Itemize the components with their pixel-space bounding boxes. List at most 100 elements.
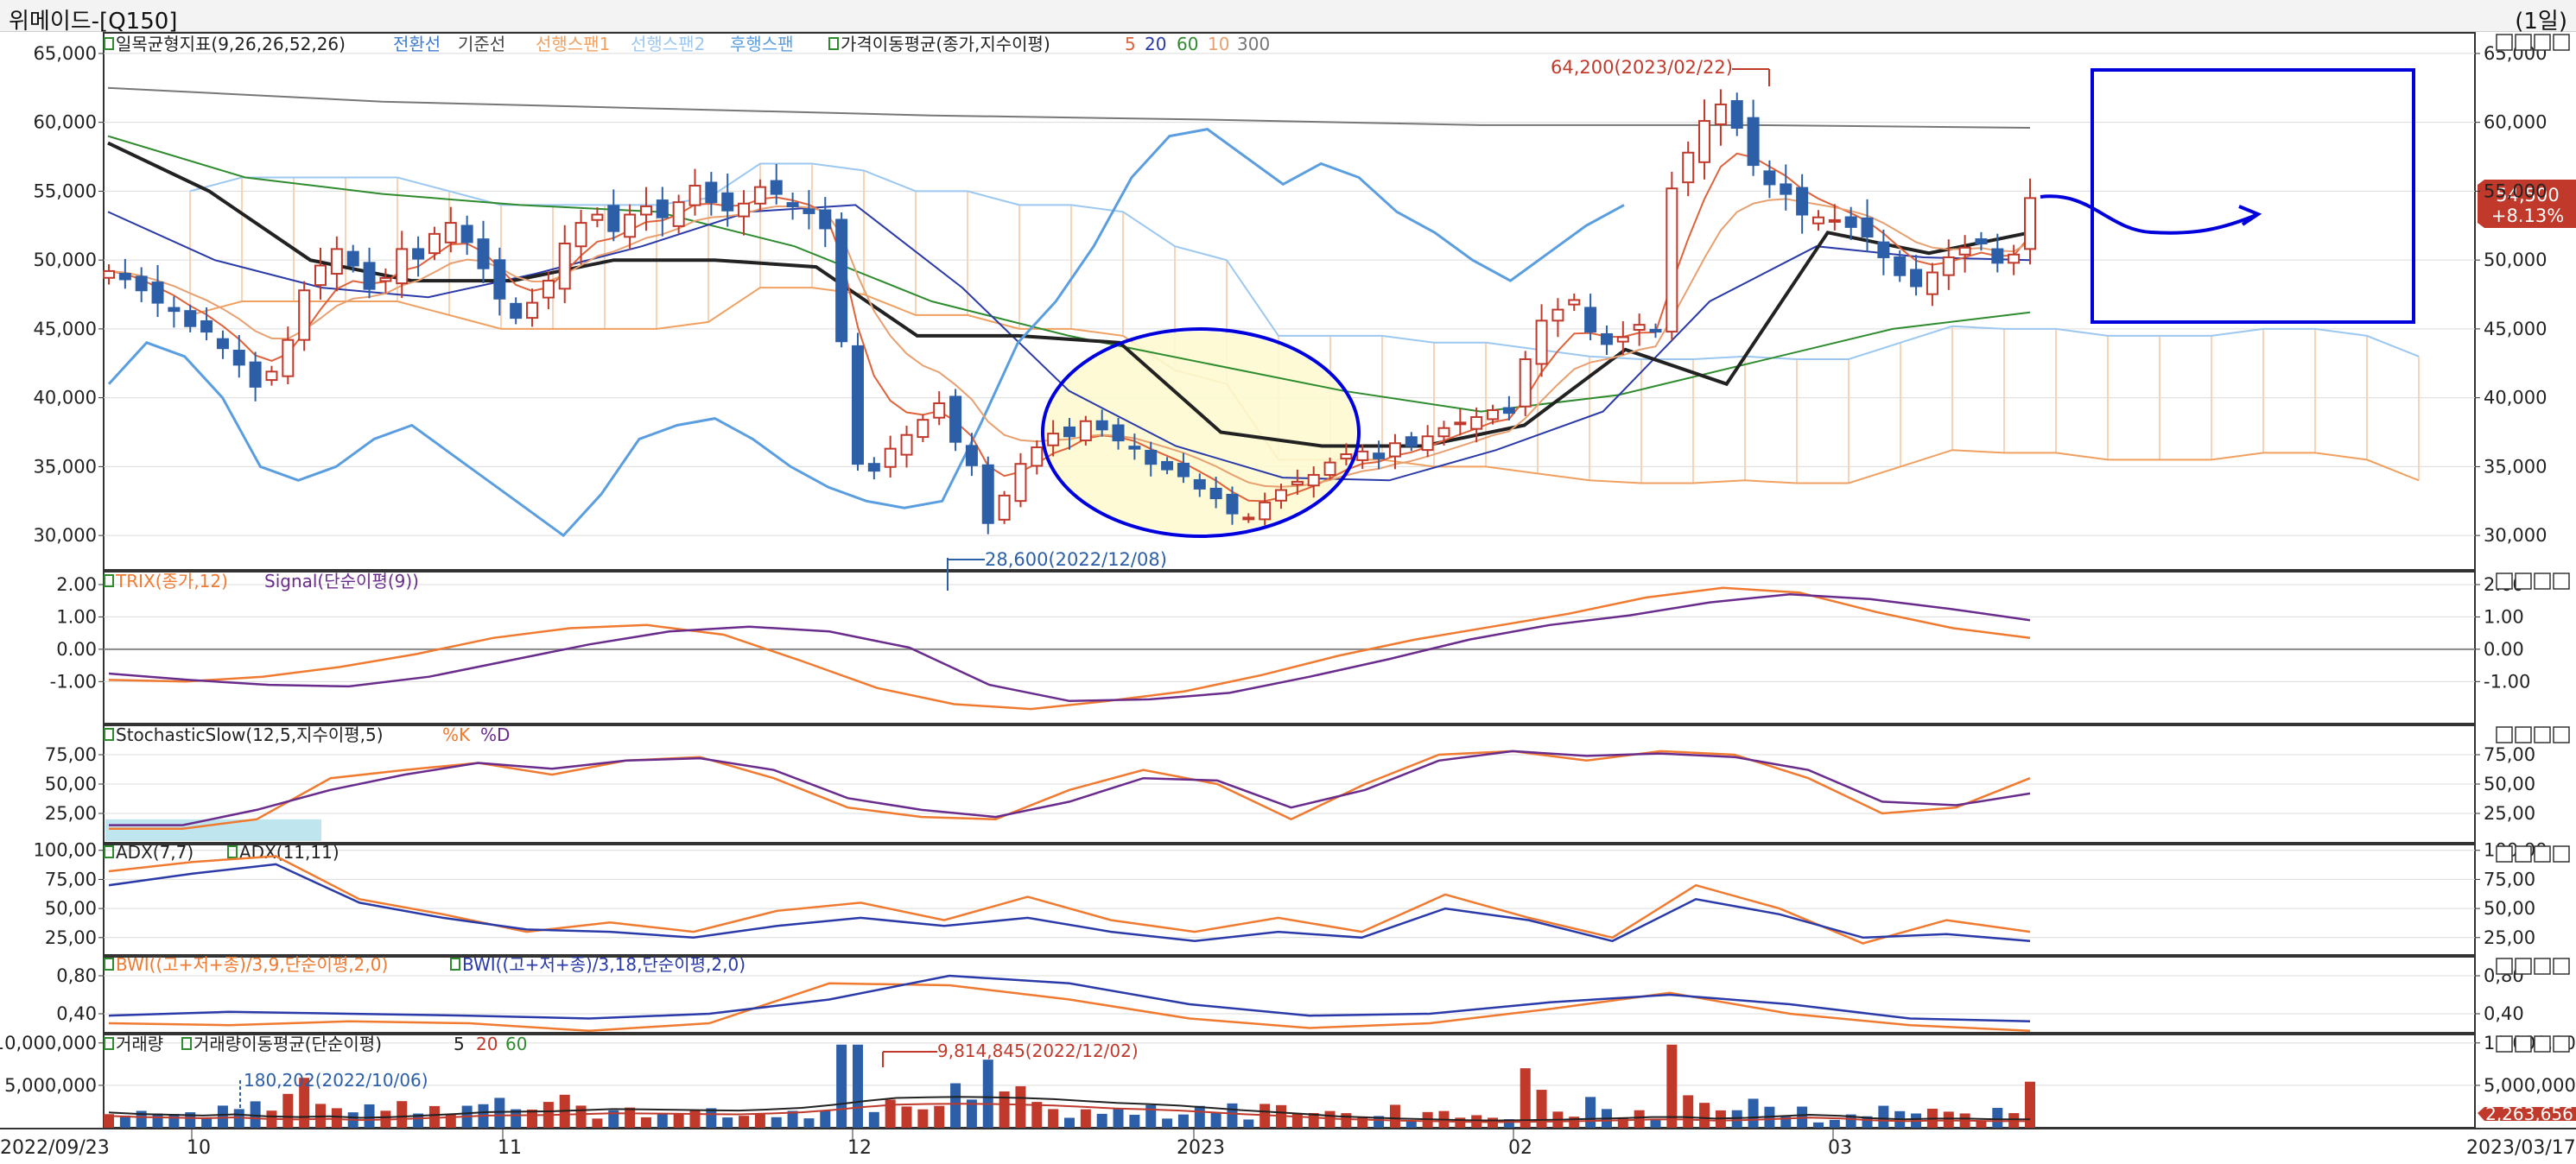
candle-body <box>1128 446 1141 450</box>
candle-body <box>232 350 245 366</box>
adx-y-tick-left: 50,00 <box>45 898 97 919</box>
volume-bar <box>608 1110 619 1128</box>
panel-close-icon[interactable] <box>2553 573 2570 590</box>
candle-body <box>998 494 1011 521</box>
panel-restore-icon[interactable] <box>2515 1035 2532 1053</box>
panel-maximize-icon[interactable] <box>2534 726 2551 743</box>
volume-bar <box>299 1078 310 1128</box>
stochastic-y-tick-right: 50,00 <box>2484 774 2535 794</box>
panel-restore-icon[interactable] <box>2515 34 2532 51</box>
annotation-ellipse <box>1041 327 1361 538</box>
volume-bar <box>364 1104 375 1128</box>
legend-ma10: 10 <box>1208 34 1229 54</box>
legend-tenkan: 전환선 <box>393 34 441 54</box>
volume-bar <box>657 1112 668 1128</box>
candle-body <box>379 276 392 282</box>
candle-body <box>249 361 262 388</box>
candle-body <box>1340 453 1353 460</box>
price-y-tick-left: 30,000 <box>34 525 97 546</box>
ichimoku-legend-label[interactable]: 일목균형지표(9,26,26,52,26) <box>116 34 346 54</box>
panel-restore-icon[interactable] <box>2515 958 2532 975</box>
panel-maximize-icon[interactable] <box>2534 845 2551 863</box>
candle-body <box>639 205 652 216</box>
volume-bar <box>803 1118 815 1128</box>
stochastic-legend[interactable]: StochasticSlow(12,5,지수이평,5) <box>116 724 384 745</box>
adx-b-legend[interactable]: ADX(11,11) <box>239 842 339 863</box>
ma-legend-label[interactable]: 가격이동평균(종가,지수이평) <box>841 34 1050 54</box>
candle-body <box>965 445 978 466</box>
legend-ma20: 20 <box>1145 34 1166 54</box>
candle-body <box>1502 407 1515 414</box>
volume-bar <box>868 1111 879 1128</box>
trix-signal-legend: Signal(단순이평(9)) <box>264 571 419 591</box>
panel-minimize-icon[interactable] <box>2496 845 2513 863</box>
panel-minimize-icon[interactable] <box>2496 34 2513 51</box>
trix-legend[interactable]: TRIX(종가,12) <box>115 571 228 591</box>
panel-close-icon[interactable] <box>2553 726 2570 743</box>
forecast-box <box>2091 68 2415 324</box>
volume-bar <box>1943 1111 1954 1128</box>
candle-body <box>803 208 815 214</box>
price-y-tick-left: 35,000 <box>34 456 97 477</box>
panel-frame-bwi <box>103 956 2476 1034</box>
volume-bar <box>982 1060 993 1128</box>
panel-maximize-icon[interactable] <box>2534 34 2551 51</box>
volume-bar <box>397 1101 408 1128</box>
volume-legend[interactable]: 거래량 <box>116 1034 163 1054</box>
panel-restore-icon[interactable] <box>2515 845 2532 863</box>
panel-minimize-icon[interactable] <box>2496 726 2513 743</box>
volume-ma5-legend: 5 <box>454 1034 465 1054</box>
volume-ma20-legend: 20 <box>476 1034 498 1054</box>
trix-series-a <box>108 586 2031 711</box>
period-label[interactable]: (1일) <box>2515 9 2567 35</box>
legend-senkou2: 선행스팬2 <box>631 34 705 54</box>
candle-body <box>1861 217 1874 238</box>
candle-body <box>1894 256 1907 276</box>
candle-body <box>282 338 295 377</box>
volume-ma-legend[interactable]: 거래량이동평균(단순이평) <box>194 1034 382 1054</box>
candle-body <box>1958 246 1971 256</box>
panel-close-icon[interactable] <box>2553 845 2570 863</box>
x-axis-label: 2023/03/17 <box>2466 1137 2576 1159</box>
panel-close-icon[interactable] <box>2553 34 2570 51</box>
volume-bar <box>1227 1103 1238 1128</box>
chikou-line <box>107 128 1625 538</box>
panel-minimize-icon[interactable] <box>2496 573 2513 590</box>
legend-chikou: 후행스팬 <box>730 34 794 54</box>
bwi-series-a <box>108 982 2031 1033</box>
indicator-legends: TRIX(종가,12) Signal(단순이평(9)) StochasticSl… <box>104 571 746 1054</box>
panel-maximize-icon[interactable] <box>2534 1035 2551 1053</box>
candle-body <box>1811 216 1824 225</box>
volume-bar <box>1048 1109 1059 1128</box>
legend-ma60: 60 <box>1177 34 1198 54</box>
price-y-tick-left: 65,000 <box>34 43 97 64</box>
volume-bar <box>820 1110 831 1128</box>
adx-a-legend[interactable]: ADX(7,7) <box>116 842 194 863</box>
panel-maximize-icon[interactable] <box>2534 573 2551 590</box>
panel-minimize-icon[interactable] <box>2496 958 2513 975</box>
panel-restore-icon[interactable] <box>2515 573 2532 590</box>
volume-bar <box>1015 1085 1026 1128</box>
annotation-ellipse-fill <box>1045 332 1356 534</box>
candle-body <box>1714 103 1727 125</box>
candle-body <box>1747 117 1760 167</box>
price-y-tick-left: 50,000 <box>34 250 97 270</box>
bwi-b-legend[interactable]: BWI((고+저+종)/3,18,단순이평,2,0) <box>462 954 746 975</box>
panel-restore-icon[interactable] <box>2515 726 2532 743</box>
bwi-a-legend[interactable]: BWI((고+저+종)/3,9,단순이평,2,0) <box>116 954 388 975</box>
panel-frame-adx <box>103 844 2476 956</box>
x-axis-label: 11 <box>498 1137 522 1159</box>
volume-bar <box>1177 1114 1189 1128</box>
volume-ma20-line <box>108 1103 2030 1123</box>
panel-minimize-icon[interactable] <box>2496 1035 2513 1053</box>
panel-close-icon[interactable] <box>2553 1035 2570 1053</box>
bwi-series-b <box>108 974 2031 1023</box>
candle-body <box>2024 197 2036 250</box>
volume-bar <box>1194 1105 1205 1128</box>
volume-bar <box>1341 1113 1352 1128</box>
candle-body <box>412 248 425 260</box>
candle-body <box>103 269 115 279</box>
volume-bar <box>934 1105 945 1128</box>
panel-close-icon[interactable] <box>2553 958 2570 975</box>
panel-maximize-icon[interactable] <box>2534 958 2551 975</box>
